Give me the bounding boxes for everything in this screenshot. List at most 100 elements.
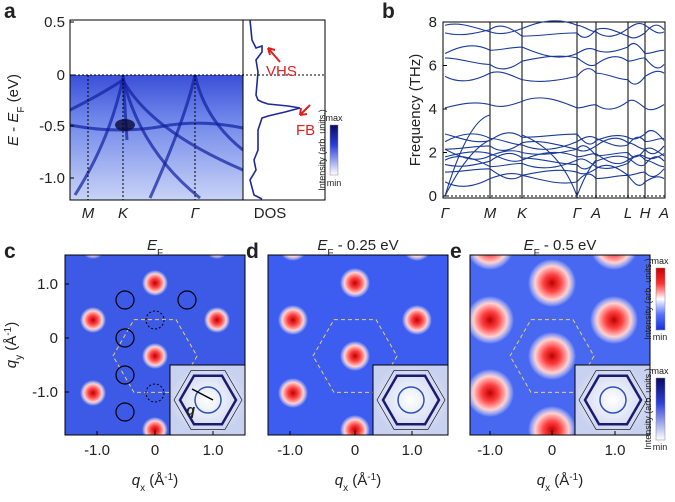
dos-curve — [249, 19, 301, 200]
x-label: A — [590, 205, 601, 222]
phonon-branch — [444, 130, 665, 145]
text-part: E — [5, 135, 22, 146]
map-image — [470, 255, 650, 435]
bragg-spot — [528, 259, 576, 307]
map-title: EF - 0.5 eV — [524, 237, 597, 259]
y-axis-title: qy (Å-1) — [3, 322, 25, 368]
text-part: E — [5, 112, 22, 123]
text-part: y — [14, 355, 25, 360]
text-part: (Å — [3, 336, 20, 355]
y-tick-label: 6 — [429, 58, 437, 75]
band — [73, 77, 125, 196]
acoustic-branch — [444, 139, 491, 197]
x-label: A — [658, 205, 669, 222]
phonon-branch — [444, 152, 665, 170]
x-label: L — [624, 205, 632, 222]
panel-label: d — [246, 240, 259, 263]
x-tick-label: 1.0 — [605, 442, 626, 459]
text-part: q — [3, 359, 20, 368]
bragg-spot — [80, 380, 106, 406]
phonon-branch — [444, 68, 665, 85]
marker-circle — [177, 290, 197, 310]
y-axis-title: E - EF (eV) — [5, 74, 27, 146]
x-label: K — [118, 205, 129, 222]
x-label: DOS — [254, 205, 287, 222]
x-tick-label: -1.0 — [477, 442, 503, 459]
text-part: E — [524, 237, 535, 254]
bragg-spot — [142, 270, 168, 296]
bragg-spot — [80, 307, 106, 333]
text-part: - — [5, 123, 22, 136]
inset-label: q — [186, 402, 195, 419]
colorbar-max: max — [325, 113, 343, 123]
band — [69, 121, 244, 132]
map-frame — [469, 254, 651, 436]
x-label: M — [82, 205, 95, 222]
y-tick-label: 0 — [50, 330, 58, 347]
map-image — [268, 255, 448, 435]
acoustic-branch — [576, 159, 597, 197]
x-axis-title: qx (Å-1) — [335, 472, 381, 494]
panel-label: c — [4, 240, 16, 263]
inset-bz — [578, 370, 648, 430]
text-part: F — [534, 248, 540, 259]
bragg-spot — [142, 417, 168, 435]
y-tick-label: 1.0 — [37, 276, 58, 293]
text-part: (Å — [550, 472, 569, 489]
text-part: ) — [376, 472, 381, 489]
text-part: -1 — [367, 472, 376, 483]
phonon-branch — [444, 97, 665, 111]
bragg-spot — [204, 307, 230, 333]
y-axis-title: Frequency (THz) — [407, 54, 424, 167]
bragg-spot — [340, 268, 370, 298]
text-part: - 0.5 eV — [540, 237, 597, 254]
x-label: Γ — [573, 205, 583, 222]
phonon-branch — [444, 43, 665, 58]
y-tick-label: -1.0 — [39, 170, 65, 187]
colorbar-max: max — [651, 366, 669, 376]
flat-band — [115, 119, 135, 131]
bragg-spot — [83, 255, 103, 259]
x-tick-label: -1.0 — [84, 442, 110, 459]
annotation: VHS — [266, 63, 297, 80]
inset-pocket — [194, 386, 222, 414]
colorbar — [655, 267, 666, 331]
text-part: ) — [173, 472, 178, 489]
map-title: EF — [147, 237, 163, 259]
x-tick-label: 0 — [151, 442, 159, 459]
q-vector — [191, 388, 214, 401]
bragg-spot — [528, 406, 576, 435]
x-label: Γ — [191, 205, 201, 222]
y-tick-label: 0 — [57, 67, 65, 84]
y-tick-label: -0.5 — [39, 118, 65, 135]
text-part: q — [335, 472, 344, 489]
phonon-branch — [444, 155, 665, 169]
x-tick-label: 0 — [351, 442, 359, 459]
colorbar-min: min — [327, 178, 342, 188]
arpes-frame — [69, 19, 244, 201]
text-part: x — [545, 483, 550, 494]
brillouin-zone — [509, 319, 595, 393]
acoustic-branch — [521, 134, 578, 197]
x-tick-label: 1.0 — [402, 442, 423, 459]
marker-circle — [115, 290, 135, 310]
x-tick-label: 1.0 — [203, 442, 224, 459]
text-part: ) — [578, 472, 583, 489]
bragg-spot — [405, 255, 429, 261]
text-part: q — [132, 472, 141, 489]
x-label: Γ — [441, 205, 451, 222]
acoustic-branch — [444, 114, 491, 197]
text-part: x — [343, 483, 348, 494]
text-part: F — [327, 248, 333, 259]
inset-pocket — [397, 386, 425, 414]
colorbar-title: Intensity (arb. units.) — [643, 258, 653, 340]
bragg-spot — [528, 332, 576, 380]
y-tick-label: 8 — [429, 14, 437, 31]
marker-circle — [115, 328, 135, 348]
colorbar — [655, 377, 666, 441]
marker-circle-dashed — [145, 310, 165, 330]
colorbar-title: Intensity (arb. units.) — [317, 109, 327, 191]
bragg-spot — [142, 343, 168, 369]
x-label: M — [484, 205, 497, 222]
